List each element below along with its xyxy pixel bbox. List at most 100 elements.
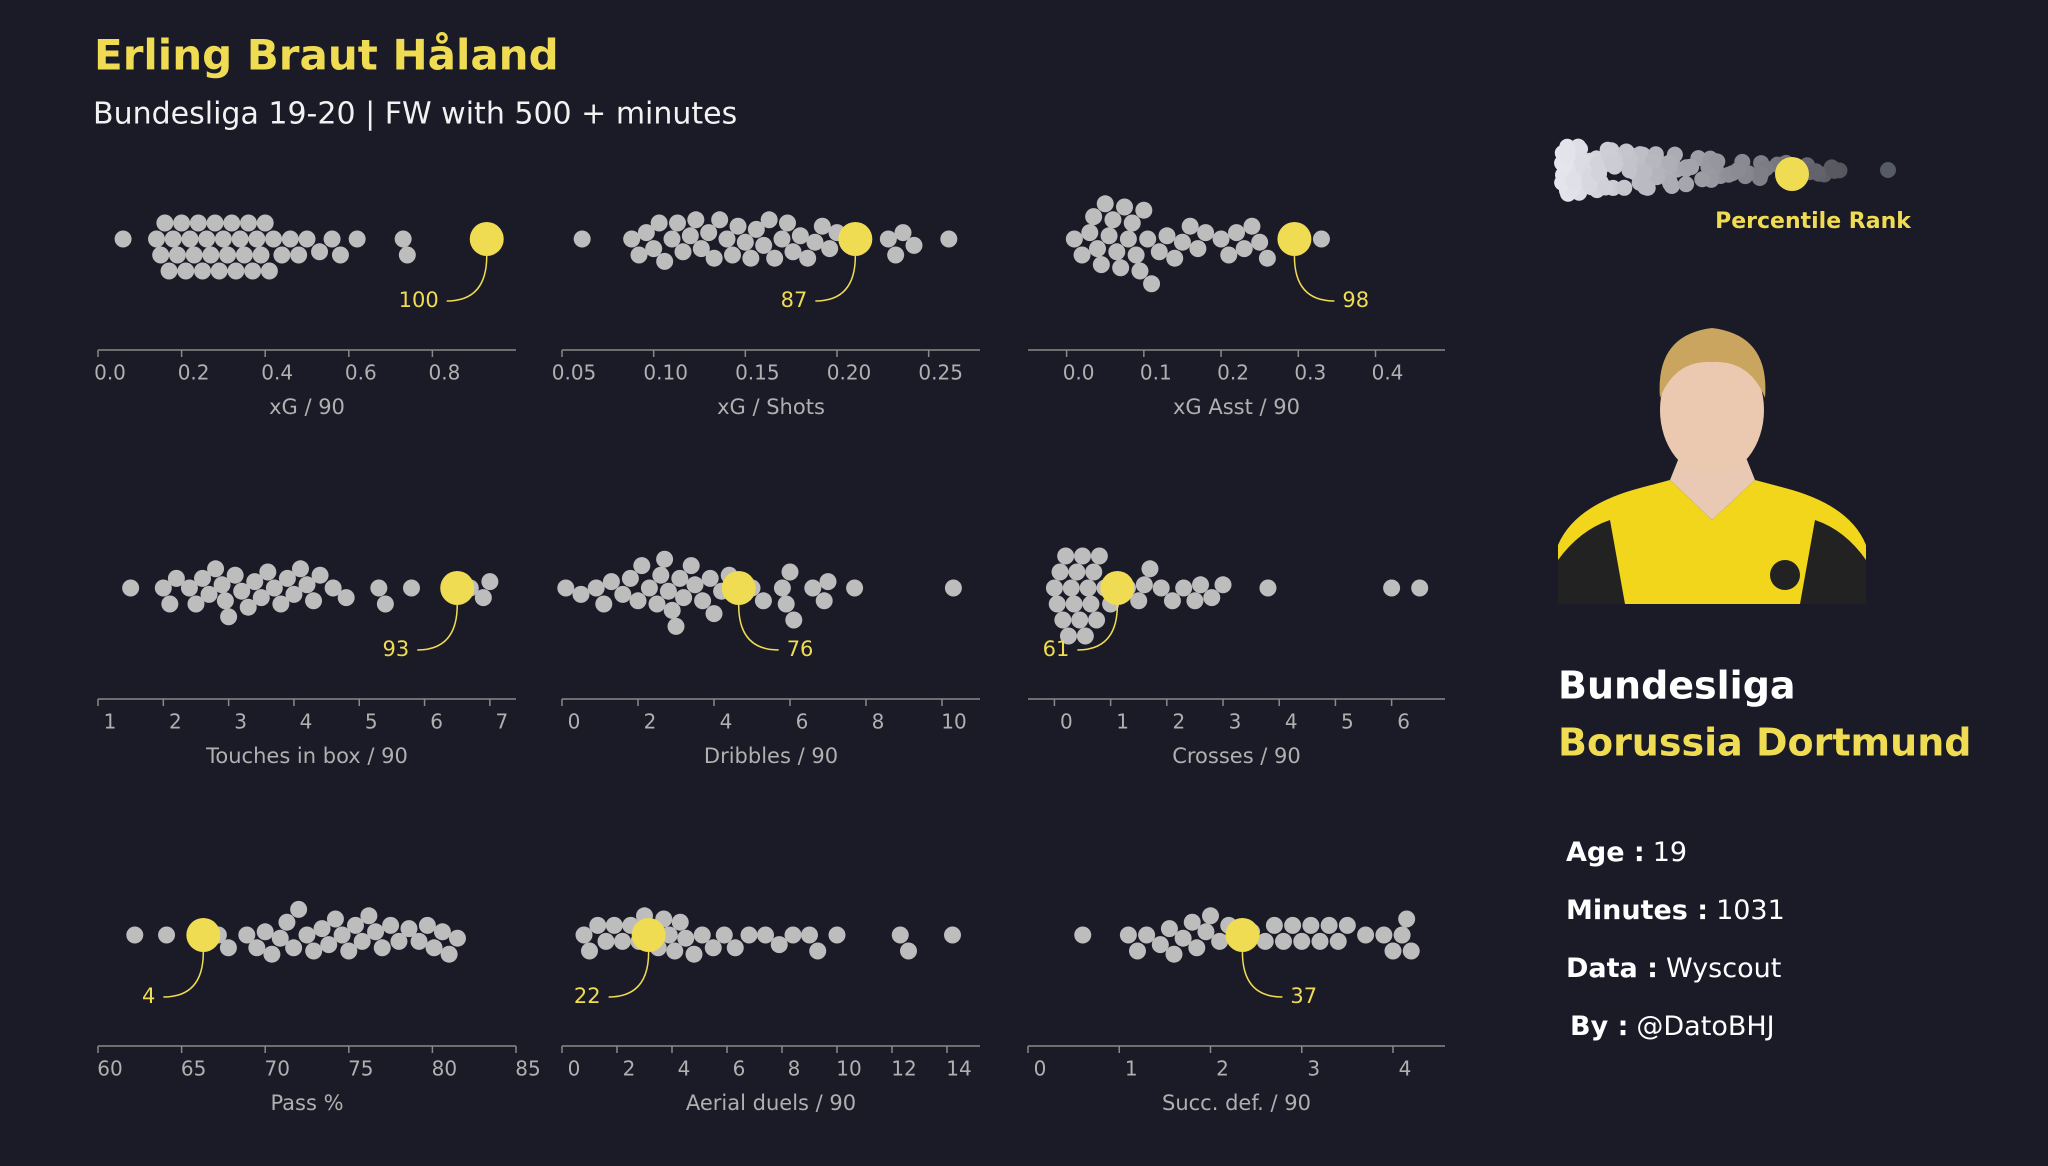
player-point [186,918,221,952]
data-point [1128,942,1146,960]
data-point [291,560,309,578]
data-point [1074,926,1092,944]
data-point [671,569,689,587]
x-tick-label: 0 [1034,1057,1047,1081]
data-point [231,230,249,248]
data-point [1089,240,1106,258]
data-point [766,249,784,267]
data-point [373,939,391,957]
data-point [263,945,281,963]
data-point [1258,249,1276,267]
data-point [1085,208,1103,226]
data-point [425,939,443,957]
legend-dot [1639,179,1656,196]
data-point [894,224,912,242]
data-point [779,214,796,232]
x-tick-label: 3 [1229,710,1242,734]
legend-dot [1663,178,1680,195]
percentile-connector [815,255,857,302]
legend [1554,138,1896,202]
data-point [1251,233,1269,251]
data-point [729,217,747,235]
x-tick-label: 2 [644,710,657,734]
data-point [1150,243,1168,261]
x-axis-label: Touches in box / 90 [205,744,408,768]
data-point [1220,246,1238,264]
data-point [804,579,822,597]
data-point [403,579,420,597]
legend-dot [1618,143,1635,160]
data-point [1100,227,1118,245]
data-point [557,579,575,597]
x-tick-label: 10 [941,710,966,734]
x-tick-label: 2 [1216,1057,1229,1081]
data-point [1383,579,1401,597]
data-point [742,249,760,267]
data-point [1192,576,1210,594]
x-tick-label: 75 [348,1057,373,1081]
data-point [1175,579,1193,597]
data-point [1201,907,1219,925]
data-point [1197,923,1215,941]
data-point [313,920,331,938]
legend-dot [1752,165,1769,182]
x-tick-label: 0.15 [735,361,780,385]
data-point [285,939,303,957]
legend-dot [1565,171,1582,188]
data-point [353,932,371,950]
data-point [1163,592,1181,610]
data-point [791,227,809,245]
x-tick-label: 70 [264,1057,289,1081]
data-point [821,240,839,258]
data-point [180,579,198,597]
x-tick-label: 0 [568,1057,581,1081]
percentile-connector [446,255,488,302]
data-point [1135,201,1153,219]
data-point [587,579,605,597]
x-tick-label: 2 [1172,710,1185,734]
data-point [260,262,278,280]
data-point [828,926,846,944]
data-point [398,246,416,264]
data-point [1108,243,1126,261]
x-tick-label: 8 [872,710,885,734]
data-point [298,926,316,944]
data-point [323,230,341,248]
data-point [747,220,765,238]
x-tick-label: 7 [496,710,509,734]
data-point [433,923,451,941]
data-point [1212,230,1230,248]
data-point [799,249,817,267]
x-tick-label: 0.4 [1372,361,1404,385]
data-point [148,230,166,248]
x-axis-label: Succ. def. / 90 [1162,1091,1311,1115]
data-point [681,227,699,245]
data-point [360,907,378,925]
data-point [1143,275,1161,293]
data-point [597,932,615,950]
legend-dot [1616,179,1633,196]
percentile-connector [737,604,779,651]
data-point [760,211,778,229]
x-tick-label: 14 [946,1057,971,1081]
data-point [235,246,253,264]
data-point [1051,563,1069,581]
data-point [167,569,185,587]
data-point [239,214,257,232]
data-point [154,579,172,597]
legend-dot [1591,165,1608,182]
legend-dot [1694,171,1711,188]
data-point [682,557,700,575]
data-point [206,214,224,232]
data-point [278,913,296,931]
info-row: By : @DatoBHJ [1570,1011,1775,1042]
data-point [705,605,723,623]
data-point [726,939,744,957]
data-point [595,595,613,613]
data-point [226,566,244,584]
data-point [1188,939,1206,957]
x-tick-label: 3 [1307,1057,1320,1081]
legend-dot [1661,154,1678,171]
data-point [1062,579,1080,597]
data-point [905,236,923,254]
